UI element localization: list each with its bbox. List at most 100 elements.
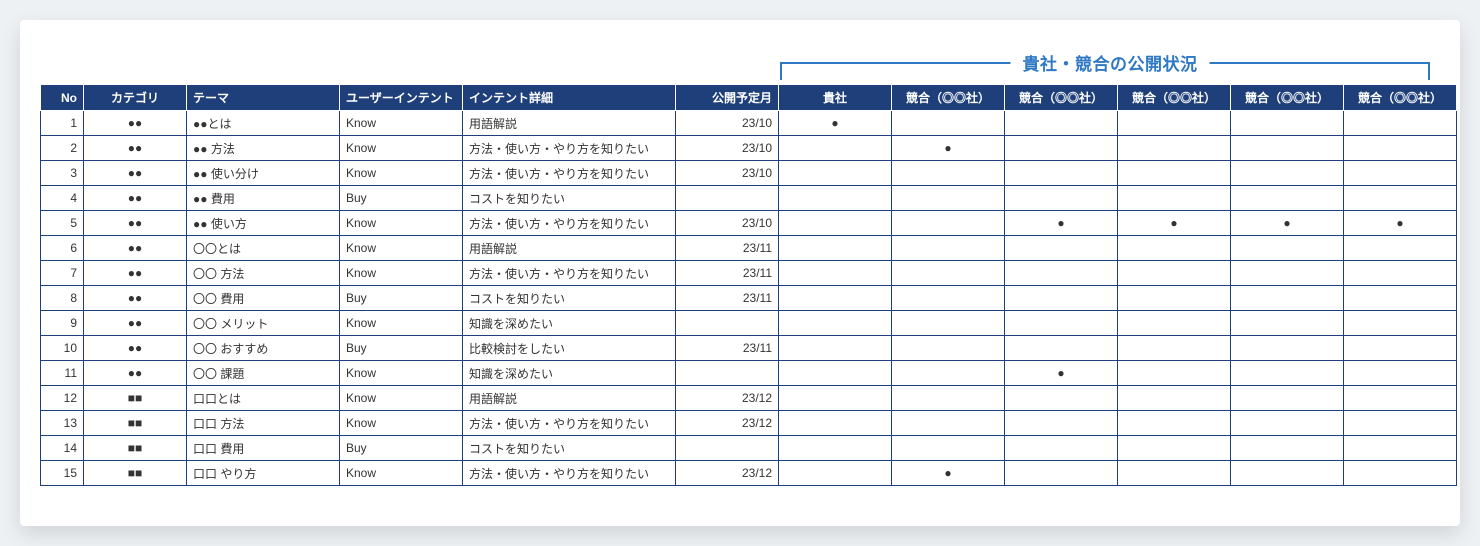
- cell-c4: [1231, 236, 1344, 261]
- cell-c4: [1231, 386, 1344, 411]
- cell-detail: 方法・使い方・やり方を知りたい: [463, 136, 676, 161]
- cell-c0: [779, 386, 892, 411]
- table-row: 6●●〇〇とはKnow用語解説23/11: [41, 236, 1457, 261]
- cell-cat: ●●: [84, 236, 187, 261]
- cell-intent: Know: [340, 136, 463, 161]
- content-table: Noカテゴリテーマユーザーインテントインテント詳細公開予定月貴社競合（◎◎社）競…: [40, 84, 1457, 486]
- cell-cat: ●●: [84, 336, 187, 361]
- cell-c4: [1231, 311, 1344, 336]
- card: 貴社・競合の公開状況 Noカテゴリテーマユーザーインテントインテント詳細公開予定…: [20, 20, 1460, 526]
- cell-intent: Buy: [340, 186, 463, 211]
- cell-c1: [892, 261, 1005, 286]
- col-header-cat: カテゴリ: [84, 85, 187, 111]
- col-header-intent: ユーザーインテント: [340, 85, 463, 111]
- cell-c3: [1118, 136, 1231, 161]
- cell-c5: [1344, 186, 1457, 211]
- cell-c1: [892, 311, 1005, 336]
- cell-no: 9: [41, 311, 84, 336]
- cell-c2: [1005, 186, 1118, 211]
- cell-c4: [1231, 261, 1344, 286]
- cell-c1: [892, 336, 1005, 361]
- cell-c3: [1118, 111, 1231, 136]
- cell-c3: [1118, 186, 1231, 211]
- cell-theme: ●● 使い方: [187, 211, 340, 236]
- cell-c5: [1344, 236, 1457, 261]
- cell-c5: [1344, 361, 1457, 386]
- cell-detail: 方法・使い方・やり方を知りたい: [463, 411, 676, 436]
- col-header-c3: 競合（◎◎社）: [1118, 85, 1231, 111]
- cell-no: 15: [41, 461, 84, 486]
- cell-c5: [1344, 436, 1457, 461]
- cell-c3: [1118, 336, 1231, 361]
- cell-detail: 方法・使い方・やり方を知りたい: [463, 461, 676, 486]
- cell-c3: [1118, 461, 1231, 486]
- cell-cat: ●●: [84, 136, 187, 161]
- cell-month: [676, 186, 779, 211]
- cell-intent: Know: [340, 261, 463, 286]
- cell-detail: コストを知りたい: [463, 436, 676, 461]
- table-row: 1●●●●とはKnow用語解説23/10●: [41, 111, 1457, 136]
- table-row: 9●●〇〇 メリットKnow知識を深めたい: [41, 311, 1457, 336]
- cell-month: 23/11: [676, 286, 779, 311]
- col-header-c2: 競合（◎◎社）: [1005, 85, 1118, 111]
- bracket: 貴社・競合の公開状況: [40, 50, 1440, 84]
- cell-no: 13: [41, 411, 84, 436]
- cell-intent: Buy: [340, 286, 463, 311]
- cell-cat: ●●: [84, 211, 187, 236]
- cell-cat: ●●: [84, 186, 187, 211]
- cell-intent: Buy: [340, 436, 463, 461]
- cell-detail: 用語解説: [463, 386, 676, 411]
- cell-theme: ●●とは: [187, 111, 340, 136]
- cell-no: 11: [41, 361, 84, 386]
- cell-theme: 口口 費用: [187, 436, 340, 461]
- col-header-no: No: [41, 85, 84, 111]
- cell-detail: 比較検討をしたい: [463, 336, 676, 361]
- cell-c1: [892, 436, 1005, 461]
- cell-intent: Buy: [340, 336, 463, 361]
- cell-no: 10: [41, 336, 84, 361]
- cell-theme: 〇〇 方法: [187, 261, 340, 286]
- cell-c0: [779, 361, 892, 386]
- cell-detail: 方法・使い方・やり方を知りたい: [463, 261, 676, 286]
- cell-c2: ●: [1005, 361, 1118, 386]
- cell-theme: ●● 使い分け: [187, 161, 340, 186]
- cell-c2: [1005, 261, 1118, 286]
- table-row: 4●●●● 費用Buyコストを知りたい: [41, 186, 1457, 211]
- table-row: 3●●●● 使い分けKnow方法・使い方・やり方を知りたい23/10: [41, 161, 1457, 186]
- cell-cat: ●●: [84, 311, 187, 336]
- cell-c5: [1344, 261, 1457, 286]
- cell-c1: [892, 161, 1005, 186]
- cell-no: 14: [41, 436, 84, 461]
- table-row: 5●●●● 使い方Know方法・使い方・やり方を知りたい23/10●●●●: [41, 211, 1457, 236]
- cell-c2: [1005, 386, 1118, 411]
- cell-c3: [1118, 386, 1231, 411]
- cell-detail: 知識を深めたい: [463, 361, 676, 386]
- cell-c1: [892, 386, 1005, 411]
- cell-no: 8: [41, 286, 84, 311]
- cell-c2: [1005, 236, 1118, 261]
- cell-c4: [1231, 136, 1344, 161]
- bracket-label: 貴社・競合の公開状況: [1011, 50, 1210, 75]
- cell-c1: [892, 286, 1005, 311]
- cell-c4: [1231, 411, 1344, 436]
- cell-c4: [1231, 161, 1344, 186]
- cell-c0: [779, 236, 892, 261]
- cell-c0: [779, 336, 892, 361]
- cell-no: 3: [41, 161, 84, 186]
- cell-cat: ■■: [84, 386, 187, 411]
- cell-c2: [1005, 461, 1118, 486]
- cell-month: 23/10: [676, 136, 779, 161]
- cell-c1: [892, 111, 1005, 136]
- cell-c1: [892, 411, 1005, 436]
- cell-c0: [779, 461, 892, 486]
- cell-month: [676, 361, 779, 386]
- cell-c1: ●: [892, 461, 1005, 486]
- table-row: 8●●〇〇 費用Buyコストを知りたい23/11: [41, 286, 1457, 311]
- cell-c5: [1344, 311, 1457, 336]
- cell-c5: [1344, 461, 1457, 486]
- table-row: 13■■口口 方法Know方法・使い方・やり方を知りたい23/12: [41, 411, 1457, 436]
- cell-c3: [1118, 286, 1231, 311]
- cell-c5: [1344, 411, 1457, 436]
- cell-c0: [779, 311, 892, 336]
- cell-month: 23/10: [676, 111, 779, 136]
